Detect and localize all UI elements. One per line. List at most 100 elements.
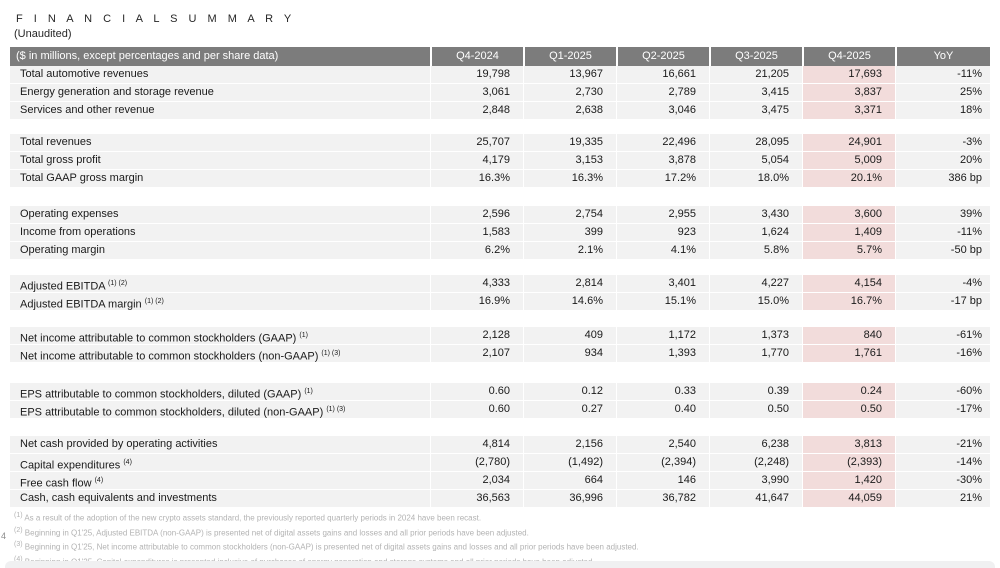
value-cell: 25% [895, 84, 990, 102]
value-cell: 1,770 [709, 345, 802, 363]
value-cell: 44,059 [802, 490, 895, 508]
value-cell: 3,371 [802, 102, 895, 120]
row-label: Cash, cash equivalents and investments [10, 490, 430, 508]
value-cell: 1,172 [616, 327, 709, 345]
value-cell: 4,179 [430, 152, 523, 170]
table-row: EPS attributable to common stockholders,… [10, 401, 990, 419]
value-cell: 0.60 [430, 383, 523, 401]
table-row: Energy generation and storage revenue 3,0… [10, 84, 990, 102]
row-label: Total GAAP gross margin [10, 170, 430, 188]
value-cell: 1,420 [802, 472, 895, 490]
value-cell: 22,496 [616, 134, 709, 152]
value-cell: 3,813 [802, 436, 895, 454]
value-cell: (2,393) [802, 454, 895, 472]
row-label: Capital expenditures (4) [10, 454, 430, 472]
table-row: Total revenues 25,707 19,335 22,496 28,095 24… [10, 134, 990, 152]
value-cell: -11% [895, 224, 990, 242]
table-column-header: Q4-2024 [430, 47, 523, 66]
table-column-header: Q3-2025 [709, 47, 802, 66]
value-cell: (2,780) [430, 454, 523, 472]
value-cell: 4,154 [802, 275, 895, 293]
value-cell: 19,798 [430, 66, 523, 84]
value-cell: 1,624 [709, 224, 802, 242]
footnote-marker: (1) [304, 388, 313, 395]
value-cell: 2,848 [430, 102, 523, 120]
value-cell: 0.12 [523, 383, 616, 401]
value-cell: 1,761 [802, 345, 895, 363]
page-subtitle: (Unaudited) [14, 28, 72, 40]
value-cell: 2,596 [430, 206, 523, 224]
value-cell: 3,046 [616, 102, 709, 120]
value-cell: 24,901 [802, 134, 895, 152]
value-cell: -21% [895, 436, 990, 454]
value-cell: 4,333 [430, 275, 523, 293]
value-cell: 399 [523, 224, 616, 242]
table-row: Total automotive revenues 19,798 13,967 16,… [10, 66, 990, 84]
value-cell: -61% [895, 327, 990, 345]
value-cell: 18.0% [709, 170, 802, 188]
table-row: Adjusted EBITDA (1) (2) 4,333 2,814 3,401 4,… [10, 275, 990, 293]
next-page-edge [5, 561, 995, 568]
section-gap [10, 363, 990, 383]
value-cell: 5.7% [802, 242, 895, 260]
value-cell: 16.9% [430, 293, 523, 311]
footnote-line: (1) As a result of the adoption of the n… [14, 512, 482, 523]
value-cell: 36,996 [523, 490, 616, 508]
section-gap [10, 120, 990, 134]
table-column-header: Q4-2025 [802, 47, 895, 66]
row-label: Income from operations [10, 224, 430, 242]
value-cell: 923 [616, 224, 709, 242]
table-row: Services and other revenue 2,848 2,638 3,04… [10, 102, 990, 120]
value-cell: 2,107 [430, 345, 523, 363]
section-gap [10, 311, 990, 327]
value-cell: -16% [895, 345, 990, 363]
table-row: Net income attributable to common stockh… [10, 345, 990, 363]
value-cell: 28,095 [709, 134, 802, 152]
value-cell: 1,583 [430, 224, 523, 242]
value-cell: 3,153 [523, 152, 616, 170]
table-row: Operating expenses 2,596 2,754 2,955 3,430 3,… [10, 206, 990, 224]
value-cell: 2,638 [523, 102, 616, 120]
section-gap [10, 188, 990, 206]
value-cell: 0.27 [523, 401, 616, 419]
value-cell: -60% [895, 383, 990, 401]
value-cell: (2,394) [616, 454, 709, 472]
row-label: Total revenues [10, 134, 430, 152]
footnote-line: (3) Beginning in Q1'25, Net income attri… [14, 541, 639, 552]
value-cell: -17 bp [895, 293, 990, 311]
value-cell: 2,789 [616, 84, 709, 102]
table-row: Cash, cash equivalents and investments 36… [10, 490, 990, 508]
value-cell: 16,661 [616, 66, 709, 84]
footnote-marker: (1) [299, 332, 308, 339]
row-label: Adjusted EBITDA (1) (2) [10, 275, 430, 293]
table-row: Net cash provided by operating activitie… [10, 436, 990, 454]
financial-table: ($ in millions, except percentages and p… [10, 47, 990, 508]
value-cell: 13,967 [523, 66, 616, 84]
footnote-marker: (1) (2) [108, 280, 128, 287]
row-label: Operating expenses [10, 206, 430, 224]
value-cell: 6,238 [709, 436, 802, 454]
value-cell: 2,540 [616, 436, 709, 454]
value-cell: 0.33 [616, 383, 709, 401]
value-cell: 4,814 [430, 436, 523, 454]
section-gap [10, 419, 990, 436]
table-header-label: ($ in millions, except percentages and p… [16, 50, 279, 62]
value-cell: 1,373 [709, 327, 802, 345]
value-cell: 2,034 [430, 472, 523, 490]
value-cell: -4% [895, 275, 990, 293]
row-label: Adjusted EBITDA margin (1) (2) [10, 293, 430, 311]
value-cell: 19,335 [523, 134, 616, 152]
value-cell: 16.7% [802, 293, 895, 311]
table-row: Total GAAP gross margin 16.3% 16.3% 17.2% 18… [10, 170, 990, 188]
row-label: Free cash flow (4) [10, 472, 430, 490]
value-cell: 409 [523, 327, 616, 345]
value-cell: 15.1% [616, 293, 709, 311]
value-cell: 17,693 [802, 66, 895, 84]
page-title: F I N A N C I A L S U M M A R Y [16, 13, 296, 25]
value-cell: -11% [895, 66, 990, 84]
value-cell: 5,009 [802, 152, 895, 170]
value-cell: -3% [895, 134, 990, 152]
table-row: Net income attributable to common stockh… [10, 327, 990, 345]
value-cell: 664 [523, 472, 616, 490]
value-cell: 21,205 [709, 66, 802, 84]
